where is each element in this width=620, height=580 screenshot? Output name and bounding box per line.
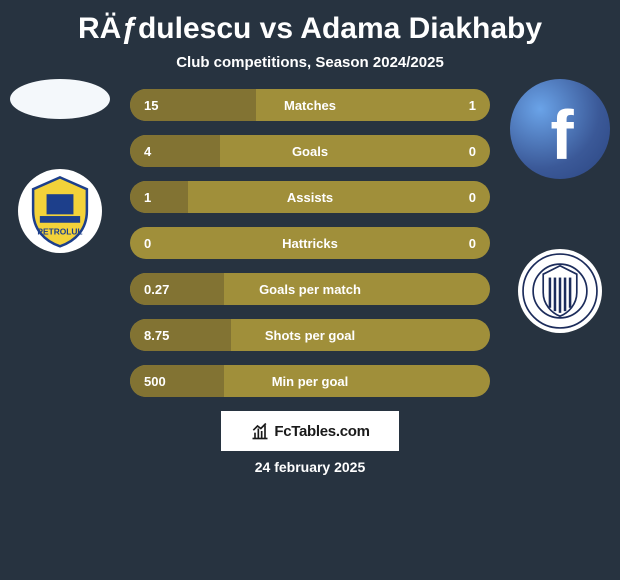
stat-row: 0.27Goals per match — [130, 273, 490, 305]
stat-value-right: 0 — [418, 144, 490, 159]
stat-row: 4Goals0 — [130, 135, 490, 167]
player-left-avatar — [10, 79, 110, 119]
chart-icon — [250, 421, 270, 441]
stat-value-right: 1 — [418, 98, 490, 113]
stat-label: Shots per goal — [202, 328, 418, 343]
stat-label: Min per goal — [202, 374, 418, 389]
club-left-badge: PETROLUL — [18, 169, 102, 253]
stat-label: Assists — [202, 190, 418, 205]
stat-value-left: 500 — [130, 374, 202, 389]
stat-row: 500Min per goal — [130, 365, 490, 397]
comparison-panel: f PETROLUL 15Matches14Goals01Assists00Ha… — [0, 89, 620, 397]
stat-label: Goals — [202, 144, 418, 159]
stat-row: 15Matches1 — [130, 89, 490, 121]
comparison-date: 24 february 2025 — [0, 459, 620, 475]
club-right-badge — [518, 249, 602, 333]
svg-text:PETROLUL: PETROLUL — [37, 227, 82, 237]
page-title: RÄƒdulescu vs Adama Diakhaby — [0, 0, 620, 46]
page-subtitle: Club competitions, Season 2024/2025 — [0, 54, 620, 71]
logo-text: FcTables.com — [274, 423, 369, 440]
fctables-logo[interactable]: FcTables.com — [221, 411, 399, 451]
stat-value-left: 0.27 — [130, 282, 202, 297]
stat-label: Goals per match — [202, 282, 418, 297]
stat-value-left: 0 — [130, 236, 202, 251]
stat-row: 8.75Shots per goal — [130, 319, 490, 351]
stat-bars: 15Matches14Goals01Assists00Hattricks00.2… — [130, 89, 490, 397]
stat-value-left: 8.75 — [130, 328, 202, 343]
stat-label: Matches — [202, 98, 418, 113]
stat-value-left: 15 — [130, 98, 202, 113]
stat-value-left: 4 — [130, 144, 202, 159]
facebook-icon[interactable]: f — [510, 79, 610, 179]
stat-row: 1Assists0 — [130, 181, 490, 213]
stat-label: Hattricks — [202, 236, 418, 251]
stat-value-right: 0 — [418, 236, 490, 251]
stat-row: 0Hattricks0 — [130, 227, 490, 259]
stat-value-left: 1 — [130, 190, 202, 205]
stat-value-right: 0 — [418, 190, 490, 205]
